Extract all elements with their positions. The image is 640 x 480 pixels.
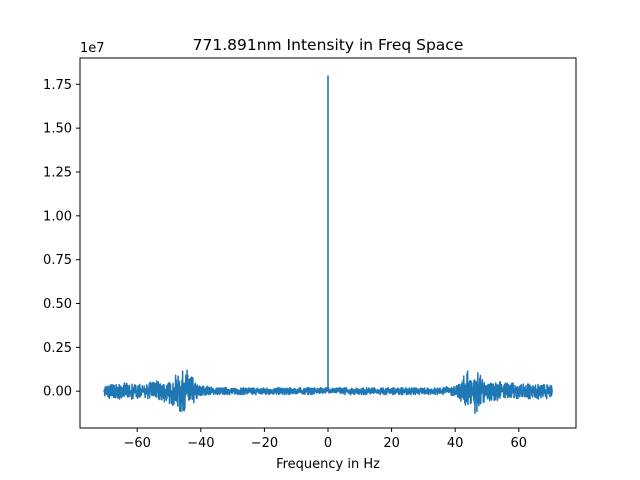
x-tick-label: 0 — [324, 436, 332, 451]
x-tick-label: −20 — [251, 436, 278, 451]
y-tick-label: 1.25 — [43, 165, 72, 180]
y-tick-label: 0.00 — [43, 385, 72, 400]
y-tick-label: 0.25 — [43, 341, 72, 356]
y-tick-label: 0.50 — [43, 297, 72, 312]
x-tick-label: 20 — [383, 436, 400, 451]
plot-area: −60 −40 −20 0 20 40 60 0.00 0.25 0.50 0.75 1.00 1.25… — [43, 57, 577, 451]
x-tick-label: 40 — [447, 436, 464, 451]
y-tick-label: 1.00 — [43, 209, 72, 224]
x-tick-label: −60 — [124, 436, 151, 451]
x-tick-label: −40 — [187, 436, 214, 451]
x-axis-label: Frequency in Hz — [276, 457, 380, 472]
y-tick-label: 1.50 — [43, 122, 72, 137]
y-offset-label: 1e7 — [80, 41, 105, 56]
y-tick-label: 1.75 — [43, 78, 72, 93]
x-tick-label: 60 — [510, 436, 527, 451]
chart-title: 771.891nm Intensity in Freq Space — [193, 36, 464, 54]
y-tick-label: 0.75 — [43, 253, 72, 268]
